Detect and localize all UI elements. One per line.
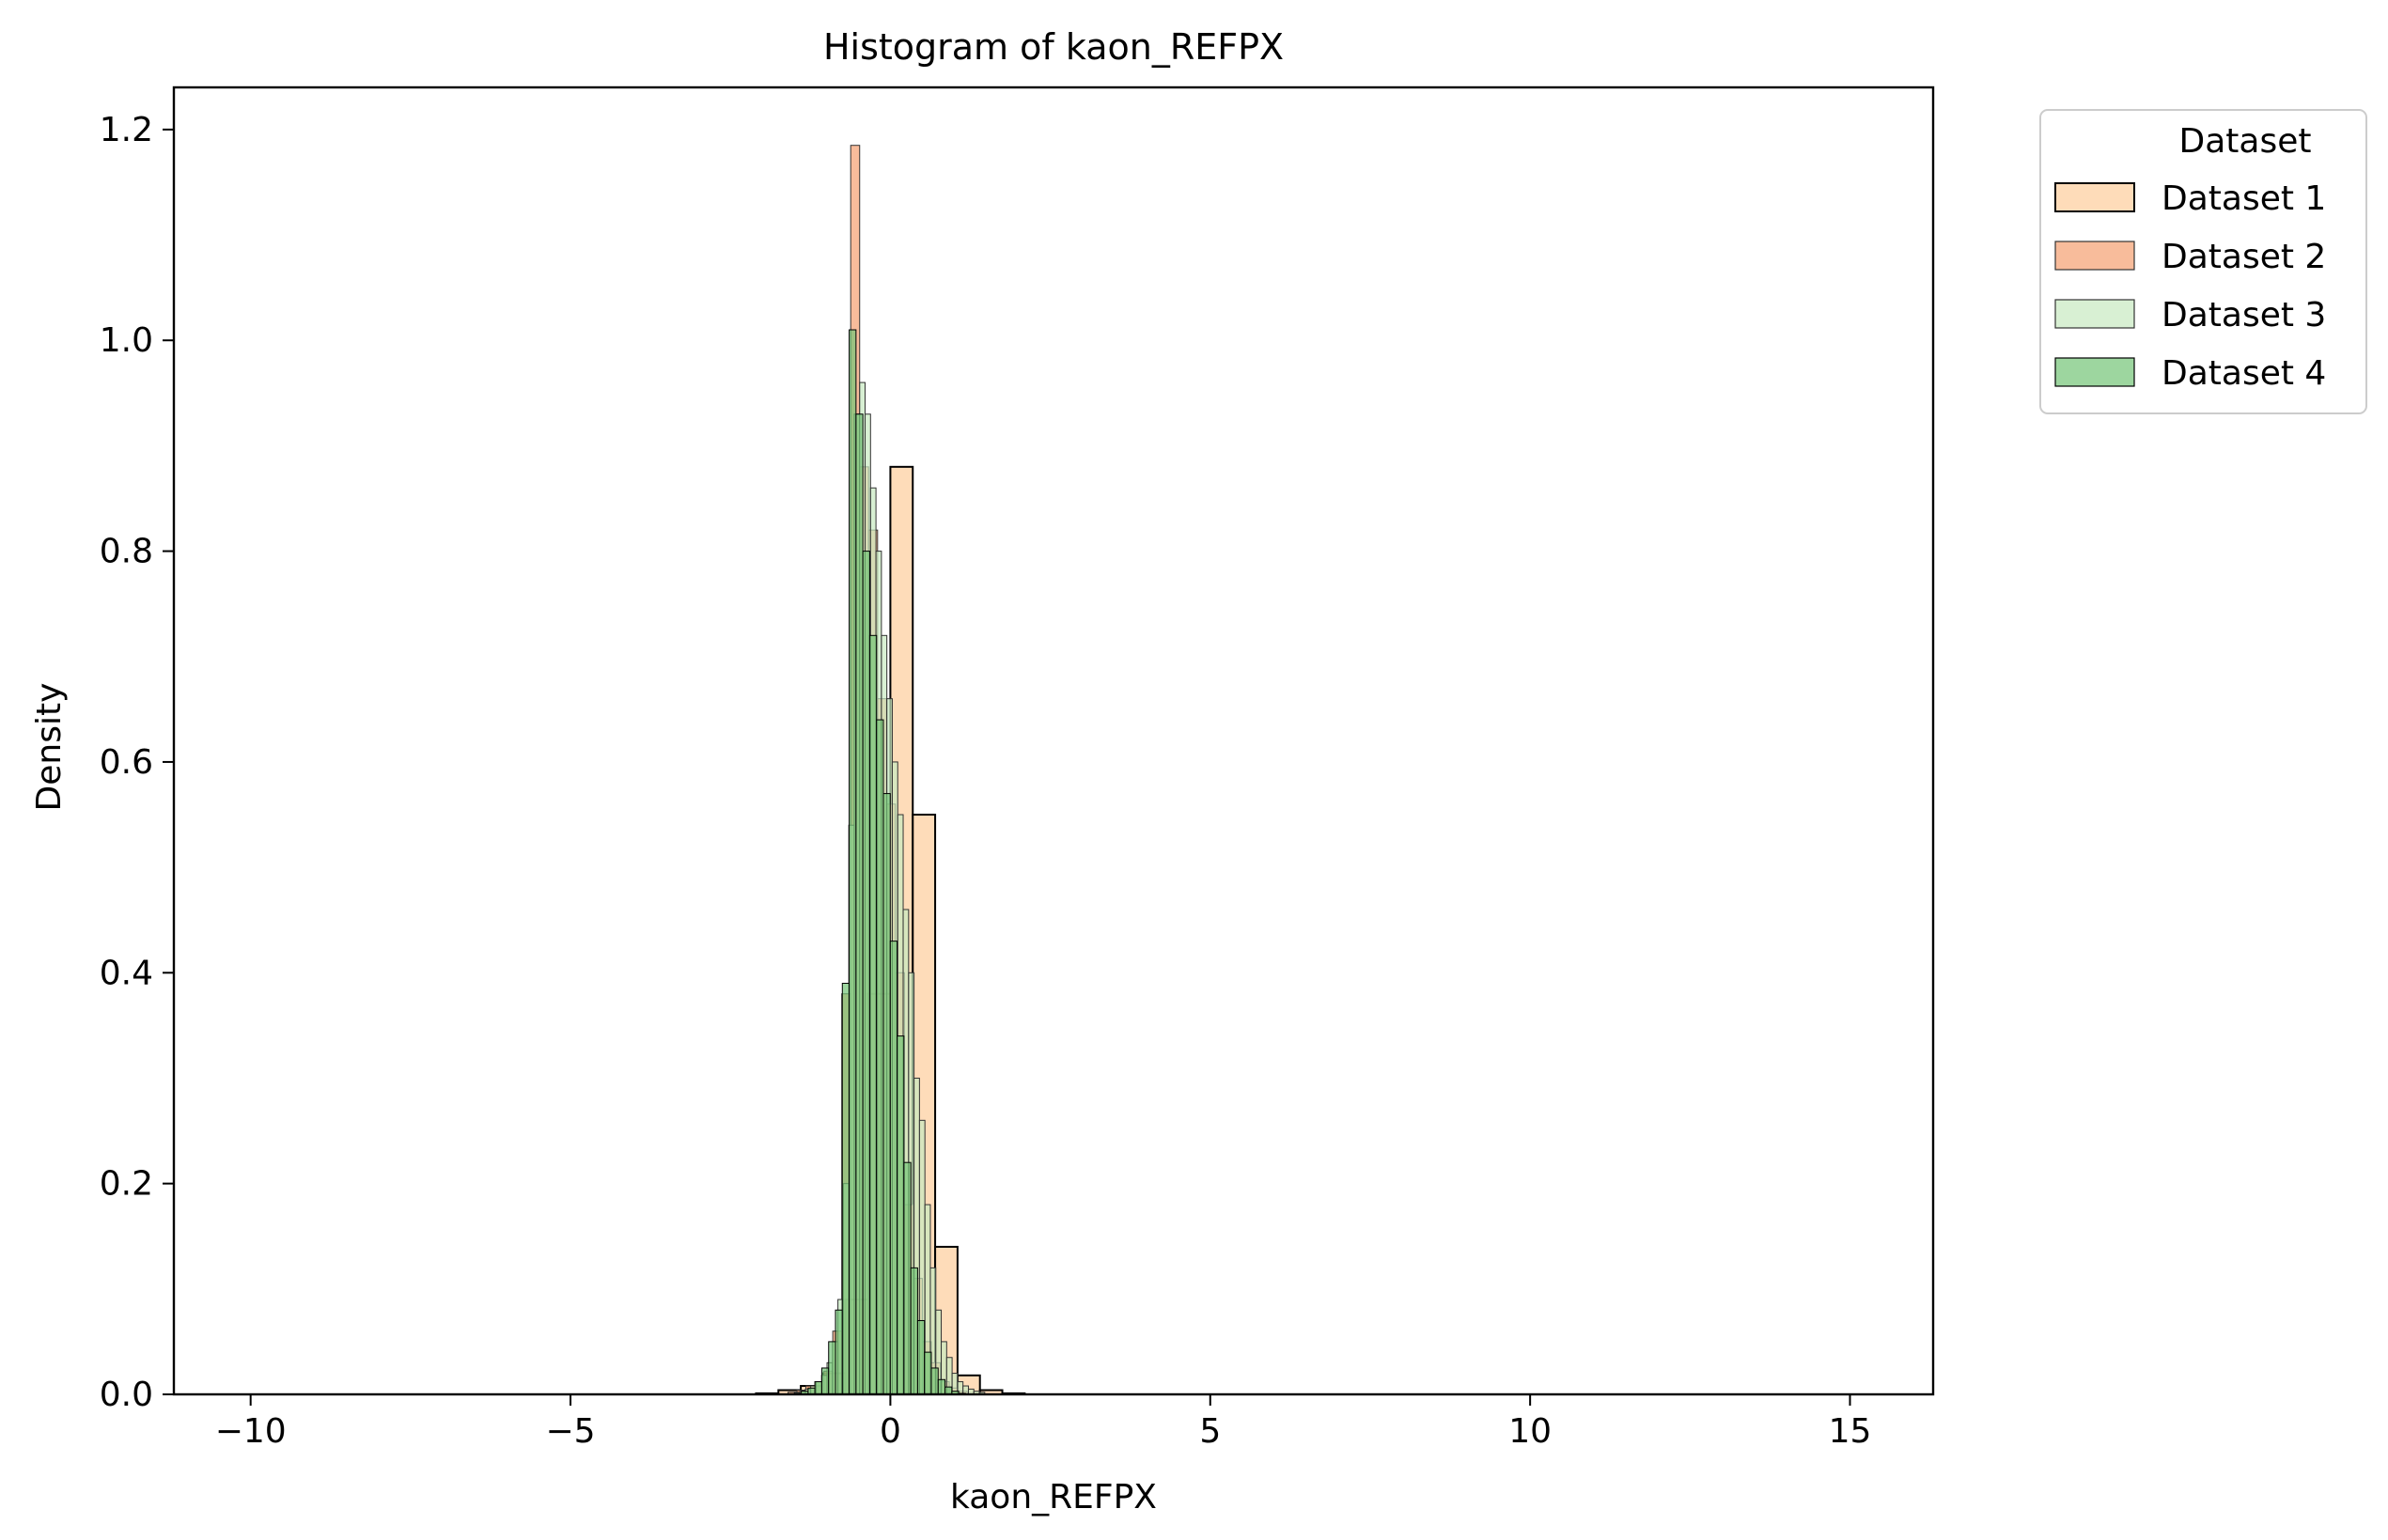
y-tick-label: 0.0: [100, 1376, 153, 1414]
x-tick-label: −5: [546, 1412, 596, 1451]
bar: [897, 1035, 905, 1395]
y-tick-label: 1.0: [100, 321, 153, 360]
legend-swatch: [2054, 357, 2135, 387]
legend-label: Dataset 1: [2162, 179, 2326, 218]
bar: [820, 1367, 830, 1395]
y-tick-label: 0.4: [100, 954, 153, 992]
bar: [828, 1341, 836, 1395]
bar: [849, 329, 857, 1395]
bar: [910, 1267, 918, 1395]
bar: [835, 1309, 843, 1395]
bar: [916, 1319, 926, 1395]
bar: [876, 719, 884, 1395]
bar: [841, 983, 851, 1395]
bar: [903, 1161, 912, 1395]
x-axis-label: kaon_REFPX: [950, 1478, 1157, 1517]
y-tick-label: 1.2: [100, 111, 153, 149]
bar: [868, 634, 878, 1395]
x-tick-label: 10: [1508, 1412, 1552, 1451]
y-axis-ticks: 0.0 0.2 0.4 0.6 0.8 1.0 1.2: [100, 111, 174, 1414]
legend-swatch: [2054, 182, 2135, 212]
bar: [889, 941, 898, 1395]
legend-label: Dataset 2: [2162, 238, 2326, 276]
bar: [924, 1351, 932, 1395]
chart-title: Histogram of kaon_REFPX: [823, 26, 1284, 68]
bar: [862, 551, 870, 1395]
legend-label: Dataset 3: [2162, 296, 2326, 334]
bar: [930, 1367, 939, 1395]
x-axis-ticks: −10 −5 0 5 10 15: [215, 1394, 1872, 1451]
legend-title: Dataset: [2179, 122, 2312, 161]
histogram-bars: [755, 145, 1026, 1396]
legend-swatch: [2054, 241, 2135, 271]
x-tick-label: 0: [880, 1412, 901, 1451]
bar: [882, 793, 891, 1395]
y-tick-label: 0.6: [100, 743, 153, 782]
legend-label: Dataset 4: [2162, 354, 2326, 393]
y-axis-label: Density: [30, 683, 69, 812]
x-tick-label: −10: [215, 1412, 287, 1451]
plot-frame: [172, 86, 1935, 1396]
bar: [814, 1381, 822, 1395]
y-tick-label: 0.8: [100, 533, 153, 571]
y-tick-label: 0.2: [100, 1165, 153, 1204]
x-tick-label: 15: [1829, 1412, 1872, 1451]
series-4-bars: [793, 329, 966, 1395]
bar: [937, 1378, 946, 1395]
bar: [855, 413, 864, 1395]
legend-swatch: [2054, 299, 2135, 329]
x-tick-label: 5: [1199, 1412, 1221, 1451]
legend-items: Dataset 1 Dataset 2 Dataset 3 Dataset 4: [2054, 179, 2326, 393]
